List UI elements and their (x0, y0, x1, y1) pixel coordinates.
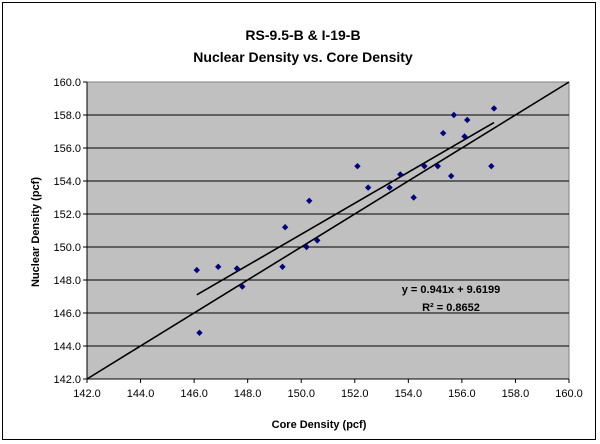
data-point (314, 237, 321, 244)
data-point (354, 162, 361, 170)
data-point (193, 266, 200, 274)
y-tick-label: 152.0 (53, 209, 81, 221)
x-axis-title: Core Density (pcf) (272, 419, 367, 431)
data-point (464, 116, 471, 124)
tick-labels: 142.0 144.0 146.0 148.0 150.0 152.0 154.0 156.0… (53, 77, 582, 400)
data-point (397, 171, 404, 178)
y-tick-label: 150.0 (53, 242, 81, 254)
data-point (215, 263, 222, 270)
x-tick-label: 150.0 (287, 388, 315, 400)
data-points (193, 105, 498, 336)
data-point (233, 265, 241, 272)
data-point (281, 224, 289, 231)
y-tick-label: 146.0 (53, 308, 81, 320)
x-tick-label: 142.0 (73, 388, 101, 400)
data-point (490, 105, 498, 112)
data-point (386, 184, 393, 191)
data-point (439, 129, 447, 137)
gridlines (87, 114, 569, 347)
data-point (410, 194, 417, 201)
chart-subtitle: Nuclear Density vs. Core Density (193, 49, 413, 65)
chart-title: RS-9.5-B & I-19-B (245, 27, 360, 43)
data-point (196, 329, 203, 336)
x-tick-label: 158.0 (502, 388, 530, 400)
y-tick-label: 144.0 (53, 341, 81, 353)
x-tick-label: 160.0 (555, 388, 583, 400)
y-tick-label: 158.0 (53, 110, 81, 122)
chart-frame: RS-9.5-B & I-19-B Nuclear Density vs. Co… (2, 2, 596, 440)
y-tick-label: 156.0 (53, 143, 81, 155)
data-point (488, 162, 495, 170)
data-point (303, 243, 310, 251)
fit-lines (86, 81, 570, 380)
scatter-chart: RS-9.5-B & I-19-B Nuclear Density vs. Co… (30, 27, 583, 431)
r-squared-label: R² = 0.8652 (422, 302, 480, 314)
y-tick-label: 148.0 (53, 275, 81, 287)
equality-line (86, 81, 570, 380)
x-tick-label: 152.0 (341, 388, 369, 400)
x-tick-label: 148.0 (234, 388, 262, 400)
trendline-equation: y = 0.941x + 9.6199 (402, 284, 500, 296)
y-tick-label: 154.0 (53, 176, 81, 188)
data-point (306, 197, 313, 204)
y-tick-label: 160.0 (53, 77, 81, 89)
x-tick-label: 144.0 (127, 388, 155, 400)
y-tick-label: 142.0 (53, 374, 81, 386)
data-point (450, 111, 458, 119)
data-point (447, 172, 455, 180)
x-tick-label: 146.0 (180, 388, 208, 400)
data-point (461, 133, 468, 140)
x-tick-label: 156.0 (448, 388, 476, 400)
trendline (196, 121, 495, 296)
data-point (364, 184, 372, 191)
data-point (434, 162, 441, 170)
data-point (239, 283, 246, 290)
data-point (279, 263, 286, 270)
x-tick-label: 154.0 (395, 388, 423, 400)
data-point (421, 162, 428, 170)
y-axis-title: Nuclear Density (pcf) (30, 177, 42, 287)
